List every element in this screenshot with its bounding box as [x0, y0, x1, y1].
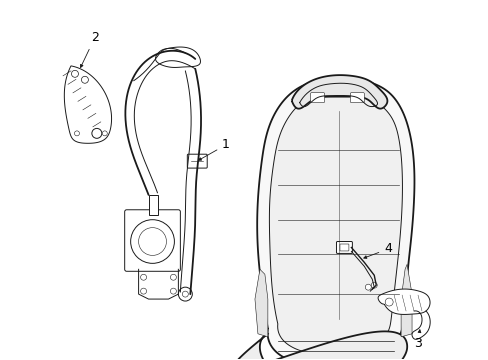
Text: 4: 4 [363, 242, 391, 258]
Circle shape [102, 131, 107, 136]
Circle shape [365, 284, 370, 290]
Polygon shape [148, 195, 158, 215]
Circle shape [141, 274, 146, 280]
Circle shape [170, 274, 176, 280]
FancyBboxPatch shape [339, 244, 348, 251]
Polygon shape [254, 269, 267, 337]
Circle shape [178, 287, 192, 301]
Circle shape [385, 298, 392, 306]
Circle shape [92, 129, 102, 138]
FancyBboxPatch shape [124, 210, 180, 271]
Circle shape [182, 291, 188, 297]
FancyBboxPatch shape [336, 242, 352, 253]
Polygon shape [155, 47, 200, 67]
Polygon shape [377, 289, 429, 314]
Circle shape [81, 76, 88, 83]
Polygon shape [64, 66, 111, 143]
Circle shape [170, 288, 176, 294]
Text: 3: 3 [413, 330, 421, 350]
Circle shape [141, 288, 146, 294]
Text: 1: 1 [198, 138, 229, 160]
FancyBboxPatch shape [187, 154, 207, 168]
FancyBboxPatch shape [310, 93, 324, 103]
Circle shape [138, 228, 166, 255]
Circle shape [370, 282, 376, 288]
Text: 2: 2 [81, 31, 99, 67]
Polygon shape [232, 331, 407, 360]
Polygon shape [257, 78, 414, 360]
Polygon shape [291, 75, 386, 109]
Circle shape [71, 70, 78, 77]
Circle shape [130, 220, 174, 264]
FancyBboxPatch shape [350, 93, 364, 103]
Circle shape [74, 131, 79, 136]
Polygon shape [400, 264, 411, 337]
Polygon shape [269, 93, 402, 355]
